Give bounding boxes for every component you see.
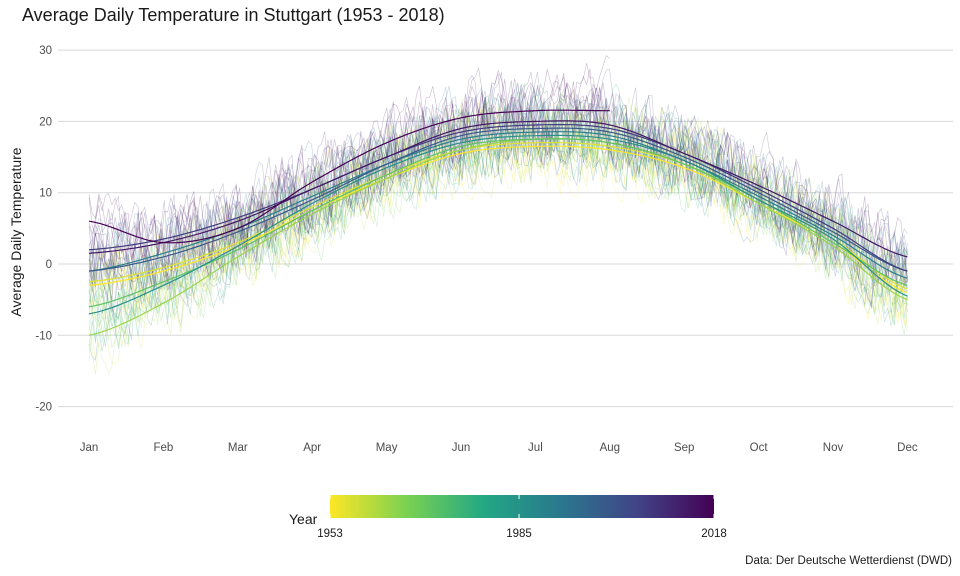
daily-series-line bbox=[88, 82, 908, 341]
trend-line-2014 bbox=[88, 120, 908, 258]
chart-title: Average Daily Temperature in Stuttgart (… bbox=[22, 5, 445, 25]
y-tick-label: -20 bbox=[35, 402, 52, 414]
daily-series-line bbox=[88, 71, 908, 313]
y-tick-label: 0 bbox=[46, 259, 52, 271]
daily-series-line bbox=[88, 104, 908, 327]
daily-series-line bbox=[88, 87, 908, 288]
x-tick-label: Jun bbox=[452, 442, 471, 454]
y-tick-label: 30 bbox=[39, 45, 52, 57]
x-axis-ticks: Jan Feb Mar Apr May Jun Jul Aug Sep Oct Nov Dec bbox=[80, 442, 918, 454]
x-tick-label: Jul bbox=[528, 442, 543, 454]
legend-title: Year bbox=[289, 511, 318, 527]
daily-series-line bbox=[88, 102, 908, 321]
daily-series-line bbox=[88, 100, 908, 349]
daily-series-line bbox=[88, 83, 908, 346]
x-tick-label: Oct bbox=[750, 442, 769, 454]
x-tick-label: Nov bbox=[823, 442, 844, 454]
daily-series-line bbox=[88, 105, 908, 329]
legend-ticks: 1953 1985 2018 bbox=[317, 495, 727, 540]
smoothed-trend-lines bbox=[88, 109, 908, 336]
x-tick-label: Feb bbox=[153, 442, 173, 454]
y-axis-ticks: -20 -10 0 10 20 30 bbox=[35, 45, 52, 414]
daily-series-line bbox=[88, 55, 610, 280]
daily-series-line bbox=[88, 88, 908, 337]
x-tick-label: Jan bbox=[80, 442, 99, 454]
y-tick-label: -10 bbox=[35, 330, 52, 342]
daily-series-line bbox=[88, 87, 908, 303]
trend-line-1985 bbox=[88, 134, 908, 315]
y-tick-label: 20 bbox=[39, 116, 52, 128]
legend-label: 1953 bbox=[317, 528, 343, 540]
caption: Data: Der Deutsche Wetterdienst (DWD) bbox=[745, 555, 952, 567]
trend-line-2000 bbox=[88, 127, 908, 272]
y-axis-title: Average Daily Temperature bbox=[8, 147, 24, 316]
daily-series-line bbox=[88, 84, 908, 309]
daily-series-line bbox=[88, 99, 908, 341]
trend-line-1963 bbox=[88, 138, 908, 336]
daily-series-line bbox=[88, 81, 908, 319]
daily-series-line bbox=[88, 73, 908, 308]
daily-series-line bbox=[88, 90, 908, 349]
legend-label: 1985 bbox=[506, 528, 532, 540]
legend-label: 2018 bbox=[701, 528, 727, 540]
x-tick-label: Apr bbox=[303, 442, 321, 454]
daily-series-line bbox=[88, 68, 610, 270]
x-tick-label: May bbox=[376, 442, 398, 454]
x-tick-label: Dec bbox=[897, 442, 918, 454]
daily-series-line bbox=[88, 94, 908, 340]
x-tick-label: Mar bbox=[228, 442, 248, 454]
trend-line-2018 bbox=[88, 109, 610, 244]
daily-series-line bbox=[88, 79, 908, 300]
daily-series-line bbox=[88, 86, 908, 311]
x-tick-label: Sep bbox=[674, 442, 694, 454]
trend-line-2007 bbox=[88, 124, 908, 272]
y-tick-label: 10 bbox=[39, 188, 52, 200]
daily-series-line bbox=[88, 106, 908, 332]
daily-series-line bbox=[88, 97, 908, 375]
daily-series-line bbox=[88, 83, 908, 293]
legend-colorbar bbox=[330, 495, 714, 518]
x-tick-label: Aug bbox=[600, 442, 620, 454]
color-legend: Year 1953 1985 2018 bbox=[289, 495, 727, 540]
daily-series-line bbox=[88, 72, 610, 269]
daily-temperature-series bbox=[88, 55, 908, 375]
grid-lines bbox=[58, 49, 953, 408]
daily-series-line bbox=[88, 71, 908, 282]
